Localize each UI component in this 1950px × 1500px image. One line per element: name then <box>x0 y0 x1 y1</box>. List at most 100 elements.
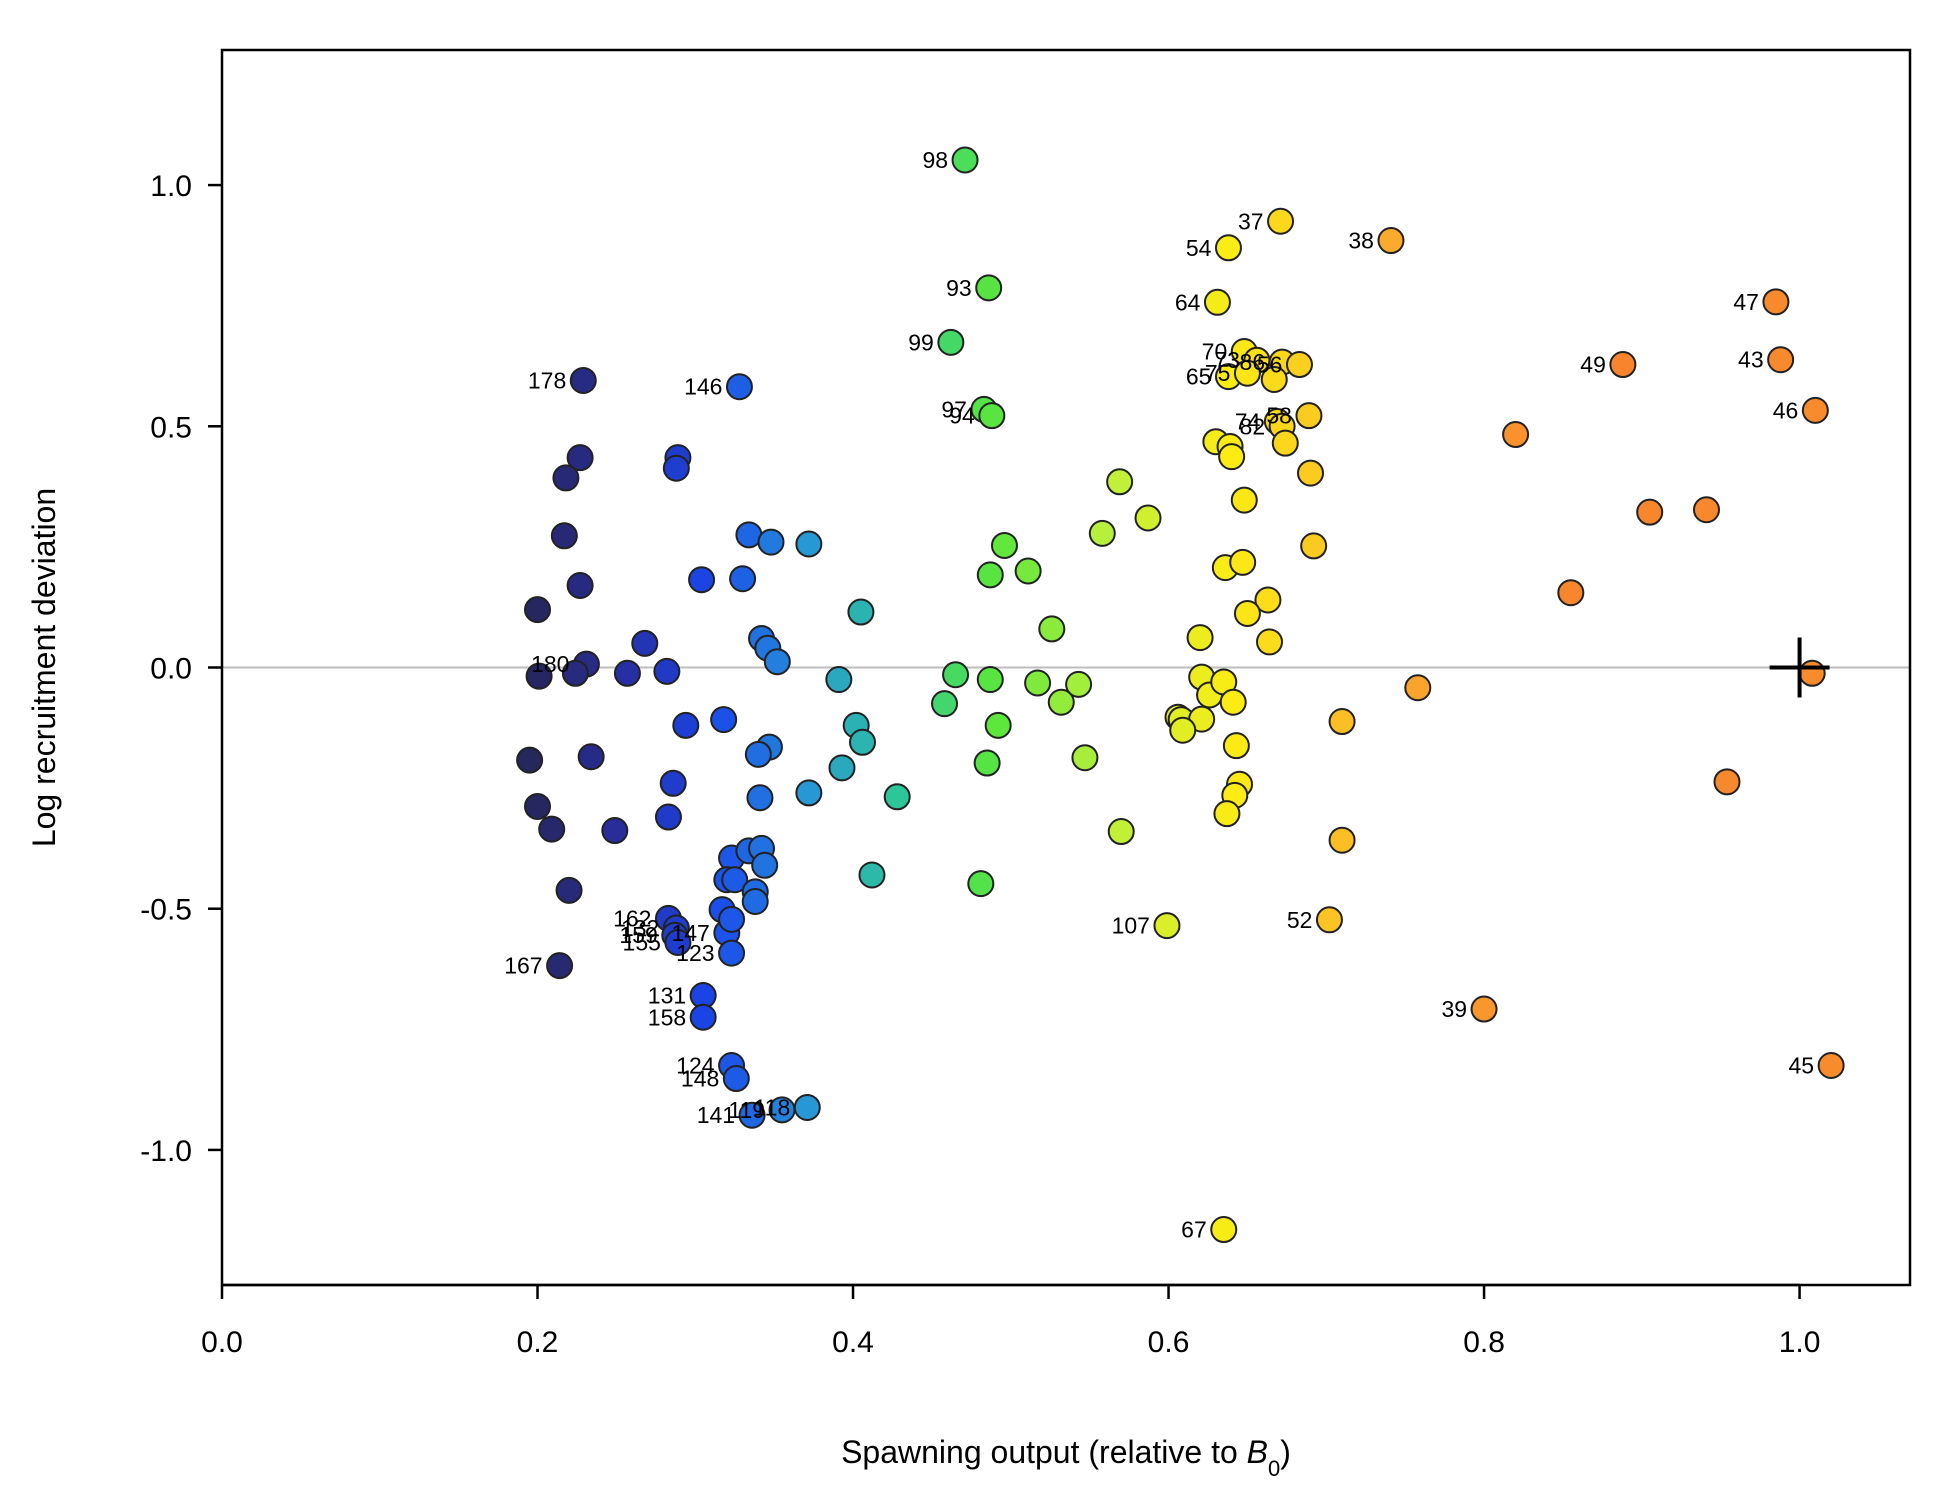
data-point <box>1295 402 1323 430</box>
data-point <box>1404 674 1432 702</box>
x-axis-title-subscript: 0 <box>1268 1456 1280 1481</box>
data-point <box>738 1101 766 1129</box>
data-point <box>1218 443 1246 471</box>
data-point <box>848 728 876 756</box>
data-point <box>746 784 774 812</box>
data-point <box>1300 532 1328 560</box>
data-point <box>525 662 553 690</box>
data-point <box>931 690 959 718</box>
data-point <box>566 444 594 472</box>
point-label: 107 <box>1112 913 1150 939</box>
data-point <box>1014 557 1042 585</box>
point-label: 37 <box>1238 208 1264 234</box>
point-label: 75 <box>1205 360 1231 386</box>
point-label: 123 <box>676 940 714 966</box>
data-point <box>550 522 578 550</box>
data-point <box>847 598 875 626</box>
data-point <box>524 596 552 624</box>
point-label: 158 <box>648 1004 686 1030</box>
x-tick-label: 0.2 <box>517 1326 559 1359</box>
data-point <box>546 952 574 980</box>
data-point <box>1762 288 1790 316</box>
data-point <box>990 531 1018 559</box>
data-point <box>883 783 911 811</box>
data-point <box>1470 995 1498 1023</box>
point-label: 46 <box>1773 397 1799 423</box>
point-label: 141 <box>697 1102 735 1128</box>
data-point <box>1817 1051 1845 1079</box>
x-axis-title-close: ) <box>1280 1434 1291 1470</box>
data-point <box>524 792 552 820</box>
data-point <box>751 851 779 879</box>
data-point <box>569 366 597 394</box>
data-point <box>654 803 682 831</box>
data-point <box>561 659 589 687</box>
data-point <box>1210 1216 1238 1244</box>
point-label: 119 <box>728 1097 765 1123</box>
data-point <box>1203 288 1231 316</box>
data-point <box>1107 818 1135 846</box>
point-label: 39 <box>1441 996 1467 1022</box>
data-point <box>1609 351 1637 379</box>
point-label: 178 <box>528 367 566 393</box>
data-point <box>1801 396 1829 424</box>
point-label: 67 <box>1181 1217 1207 1243</box>
point-label: 155 <box>623 929 661 955</box>
point-label: 94 <box>949 403 975 429</box>
data-point <box>1328 826 1356 854</box>
data-point <box>1254 586 1282 614</box>
x-tick-label: 0.6 <box>1148 1326 1190 1359</box>
data-point <box>1233 599 1261 627</box>
point-label: 167 <box>504 953 542 979</box>
data-point <box>729 565 757 593</box>
point-label: 97 <box>941 396 967 422</box>
data-point <box>631 629 659 657</box>
point-label: 132 <box>621 915 659 941</box>
data-point <box>1285 351 1313 379</box>
point-label: 131 <box>648 983 686 1009</box>
data-point <box>1692 496 1720 524</box>
point-label: 159 <box>619 922 657 948</box>
data-point <box>795 530 823 558</box>
data-point <box>1798 659 1826 687</box>
data-point <box>1214 234 1242 262</box>
y-tick-label: -0.5 <box>140 894 192 927</box>
data-point <box>978 402 1006 430</box>
data-point <box>672 711 700 739</box>
data-point <box>1213 800 1241 828</box>
point-label: 162 <box>613 905 651 931</box>
data-point <box>828 754 856 782</box>
point-label: 58 <box>1266 403 1292 429</box>
point-label: 54 <box>1186 235 1212 261</box>
point-label: 64 <box>1175 289 1201 315</box>
data-point <box>984 711 1012 739</box>
data-point <box>516 746 544 774</box>
data-point <box>1106 468 1134 496</box>
point-label: 47 <box>1733 289 1759 315</box>
data-point <box>710 706 738 734</box>
x-axis-title-text: Spawning output (relative to <box>841 1434 1247 1470</box>
data-points <box>516 146 1845 1244</box>
data-point <box>1256 628 1284 656</box>
point-label: 49 <box>1580 352 1606 378</box>
data-point <box>721 866 749 894</box>
data-point <box>1557 579 1585 607</box>
data-point <box>1047 688 1075 716</box>
point-label: 70 <box>1202 339 1228 365</box>
point-label: 98 <box>922 147 948 173</box>
y-tick-label: 0.5 <box>150 411 192 444</box>
data-point <box>1328 708 1356 736</box>
y-axis-title: Log recruitment deviation <box>26 488 62 847</box>
point-label: 73 <box>1214 347 1240 373</box>
data-point <box>1636 498 1664 526</box>
data-point <box>659 769 687 797</box>
point-label: 99 <box>908 329 934 355</box>
x-tick-label: 0.4 <box>832 1326 874 1359</box>
data-point <box>976 561 1004 589</box>
x-tick-label: 0.8 <box>1463 1326 1505 1359</box>
data-point <box>722 1065 750 1093</box>
data-point <box>1233 359 1261 387</box>
data-point <box>653 657 681 685</box>
point-label: 65 <box>1186 364 1212 390</box>
data-point <box>1229 548 1257 576</box>
